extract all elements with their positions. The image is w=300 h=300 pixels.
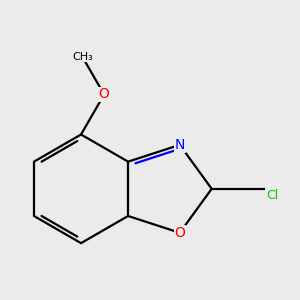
Text: Cl: Cl (266, 189, 278, 202)
Text: N: N (175, 138, 185, 152)
Text: O: O (99, 88, 110, 101)
Text: O: O (174, 226, 185, 240)
Text: CH₃: CH₃ (72, 52, 93, 62)
